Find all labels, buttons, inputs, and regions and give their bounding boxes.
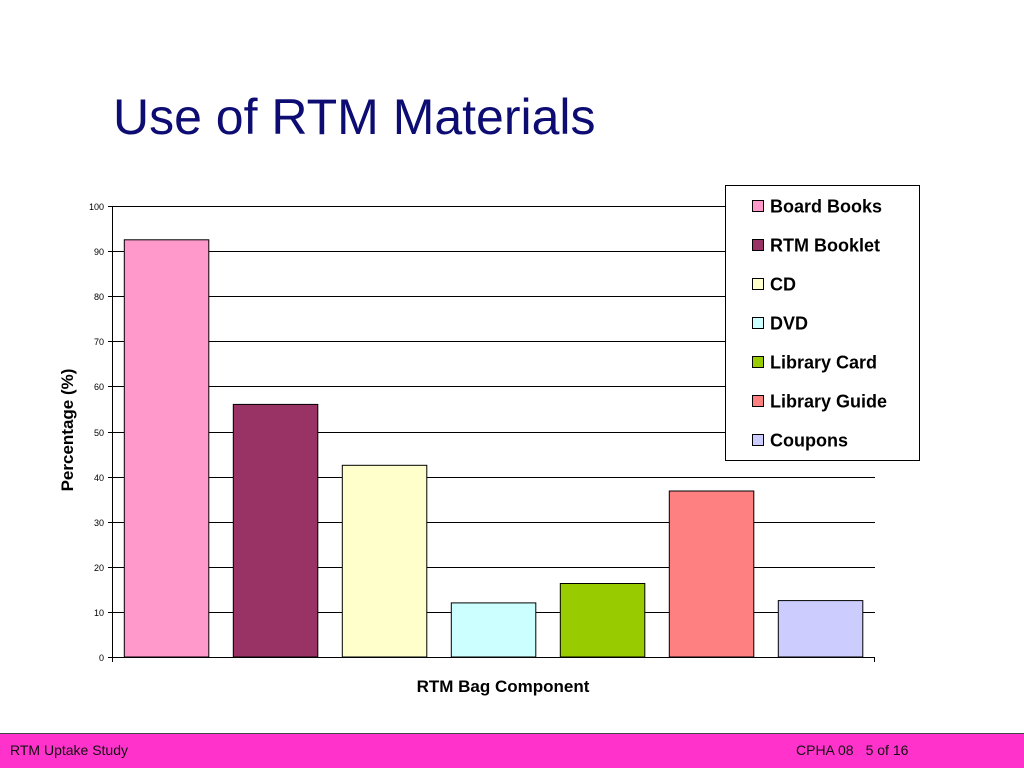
footer-page-number: 5 of 16 xyxy=(865,742,909,758)
y-tick-label: 90 xyxy=(94,247,104,257)
bar-dvd xyxy=(450,602,537,658)
legend-label-cd: CD xyxy=(770,275,796,295)
y-tick-label: 50 xyxy=(94,428,104,438)
bar-board-books xyxy=(123,239,210,658)
legend-label-library-card: Library Card xyxy=(770,353,877,373)
footer-title: RTM Uptake Study xyxy=(10,742,129,758)
y-tick-label: 60 xyxy=(94,382,104,392)
footer-conference: CPHA 08 xyxy=(796,742,854,758)
legend-label-board-books: Board Books xyxy=(770,197,882,217)
legend-swatch-board-books xyxy=(752,200,764,212)
bar-library-guide xyxy=(668,490,755,658)
legend-swatch-dvd xyxy=(752,317,764,329)
y-axis-title: Percentage (%) xyxy=(58,369,77,492)
y-tick-label: 30 xyxy=(94,518,104,528)
legend-label-dvd: DVD xyxy=(770,314,808,334)
legend-swatch-rtm-booklet xyxy=(752,239,764,251)
legend-label-coupons: Coupons xyxy=(770,431,848,451)
y-tick-label: 70 xyxy=(94,337,104,347)
slide-title: Use of RTM Materials xyxy=(113,89,596,145)
bar-library-card xyxy=(559,583,646,658)
bar-cd xyxy=(341,464,428,658)
y-tick-label: 100 xyxy=(89,202,104,212)
y-tick-labels: 0 10 20 30 40 50 60 70 80 90 100 xyxy=(89,202,104,663)
legend-swatch-library-guide xyxy=(752,395,764,407)
legend-swatch-library-card xyxy=(752,356,764,368)
bar-rtm-booklet xyxy=(232,403,319,658)
legend: Board Books RTM Booklet CD DVD Library Card L… xyxy=(725,185,920,461)
y-tick-label: 40 xyxy=(94,473,104,483)
legend-swatch-coupons xyxy=(752,434,764,446)
y-tick-label: 0 xyxy=(99,653,104,663)
legend-label-rtm-booklet: RTM Booklet xyxy=(770,236,880,256)
y-tick-label: 10 xyxy=(94,608,104,618)
footer-info: CPHA 08 5 of 16 xyxy=(796,742,908,758)
y-tick-label: 80 xyxy=(94,292,104,302)
y-tick-label: 20 xyxy=(94,563,104,573)
x-axis-title: RTM Bag Component xyxy=(417,677,590,696)
bars xyxy=(123,239,864,658)
footer-bar: RTM Uptake Study CPHA 08 5 of 16 xyxy=(0,733,1024,768)
legend-label-library-guide: Library Guide xyxy=(770,392,887,412)
legend-swatch-cd xyxy=(752,278,764,290)
bar-coupons xyxy=(777,600,864,658)
bar-chart: 0 10 20 30 40 50 60 70 80 90 100 Percentage (%) RT… xyxy=(58,185,920,696)
